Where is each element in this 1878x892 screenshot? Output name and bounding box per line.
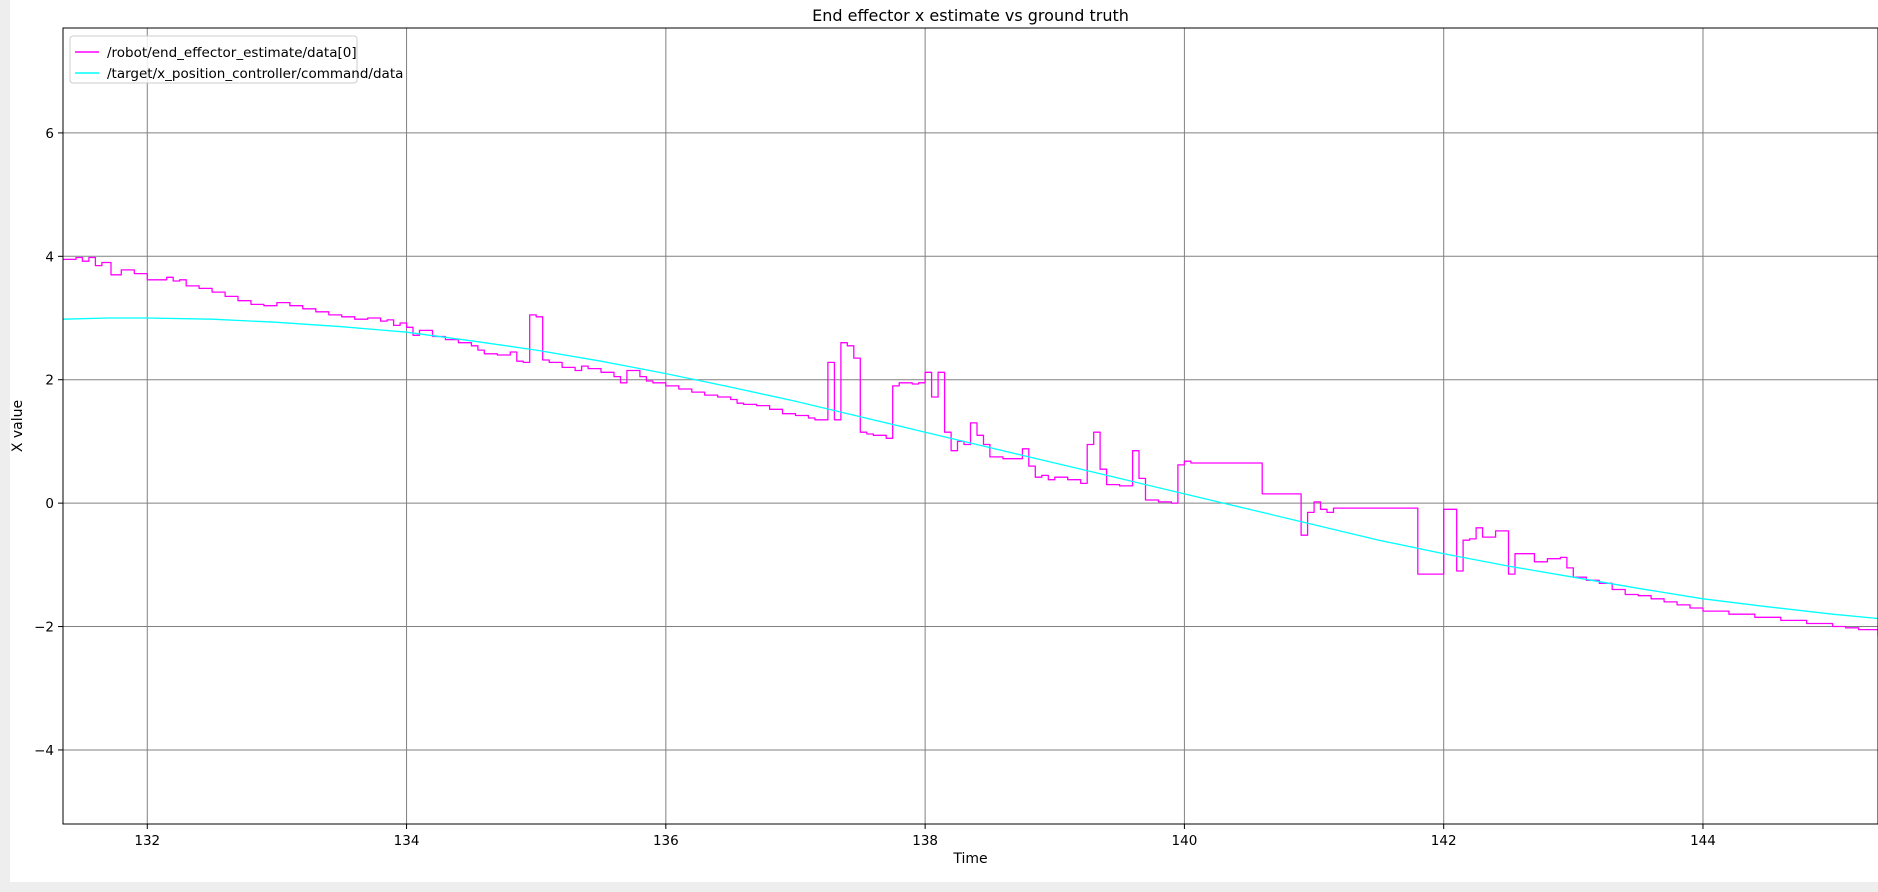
y-axis-label: X value [10,400,26,452]
x-axis-label: Time [952,851,987,867]
x-tick-label: 140 [1172,833,1198,849]
y-tick-label: −2 [34,620,54,636]
x-tick-label: 132 [134,833,160,849]
x-tick-label: 144 [1690,833,1716,849]
series-line-command [62,317,1878,620]
chart-title: End effector x estimate vs ground truth [812,6,1129,25]
x-tick-label: 134 [394,833,420,849]
axes-frame [62,27,1878,825]
x-tick-label: 142 [1431,833,1457,849]
chart-canvas: 132 134 136 138 140 142 144 −4 −2 0 2 4 6 End effect… [10,6,1878,867]
y-tick-label: −4 [34,743,54,759]
y-tick-label: 6 [45,126,54,142]
grid [63,28,1878,824]
legend-entry-command: /target/x_position_controller/command/da… [107,66,403,82]
legend-entry-estimate: /robot/end_effector_estimate/data[0] [107,45,357,61]
y-tick-label: 0 [45,496,54,512]
y-tick-label: 2 [45,373,54,389]
ticks: 132 134 136 138 140 142 144 −4 −2 0 2 4 6 [34,126,1716,849]
x-tick-label: 136 [653,833,679,849]
series-layer [62,256,1878,636]
x-tick-label: 138 [912,833,938,849]
figure: 132 134 136 138 140 142 144 −4 −2 0 2 4 6 End effect… [10,0,1878,882]
series-line-estimate [63,256,1878,636]
legend-box [69,35,358,84]
y-tick-label: 4 [45,249,54,265]
legend: /robot/end_effector_estimate/data[0] /ta… [69,35,403,84]
